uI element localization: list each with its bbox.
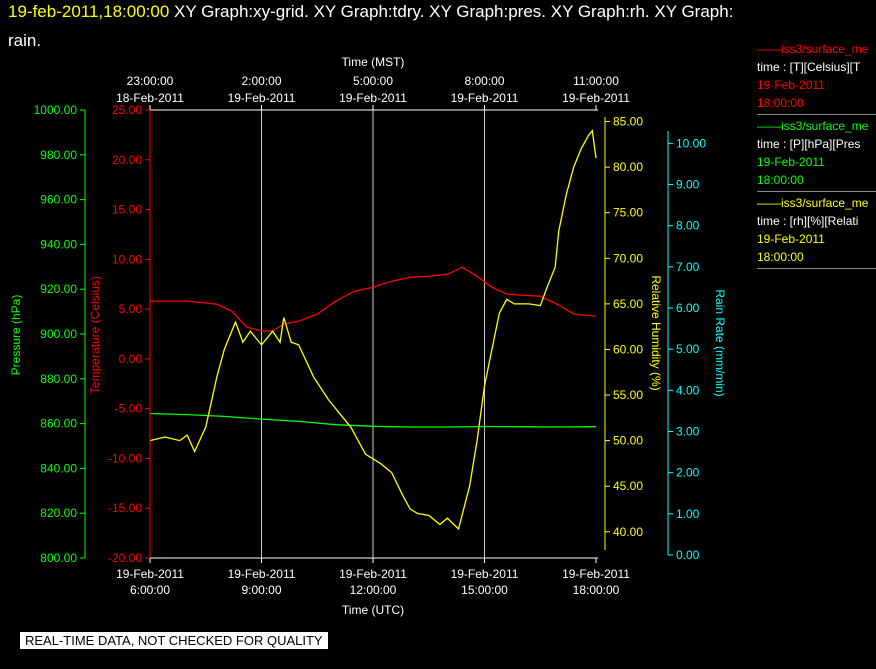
pressure-tick-label: 900.00: [40, 327, 77, 341]
x-top-tick-date: 19-Feb-2011: [339, 91, 407, 105]
legend-date: 19-Feb-2011: [757, 232, 825, 246]
x-bottom-tick-date: 19-Feb-2011: [116, 567, 184, 581]
pressure-tick-label: 920.00: [40, 282, 77, 296]
rh-tick-label: 70.00: [613, 251, 643, 265]
temperature-tick-label: -10.00: [108, 451, 142, 465]
rain-tick-label: 2.00: [676, 466, 700, 480]
x-bottom-tick-time: 18:00:00: [573, 583, 620, 597]
temperature-tick-label: 20.00: [112, 153, 142, 167]
pressure-tick-label: 840.00: [40, 461, 77, 475]
rain-tick-label: 6.00: [676, 301, 700, 315]
legend: ——iss3/surface_me time : [T][Celsius][T 19…: [757, 40, 876, 271]
x-bottom-tick-date: 19-Feb-2011: [339, 567, 407, 581]
rh-tick-label: 40.00: [613, 525, 643, 539]
axes: 19-Feb-2011 6:00:00 19-Feb-2011 9:00:00 19-F…: [9, 55, 727, 617]
pressure-tick-label: 960.00: [40, 193, 77, 207]
pressure-tick-label: 800.00: [40, 551, 77, 565]
temperature-tick-label: 10.00: [112, 252, 142, 266]
legend-desc: time : [rh][%][Relati: [757, 214, 859, 228]
legend-line: ——iss3/surface_me: [757, 196, 869, 210]
x-top-tick-time: 8:00:00: [464, 74, 504, 88]
temperature-tick-label: 0.00: [119, 352, 143, 366]
rh-tick-label: 55.00: [613, 388, 643, 402]
series-line-rh: [149, 129, 597, 531]
x-bottom-tick-time: 9:00:00: [241, 583, 281, 597]
temperature-tick-label: 15.00: [112, 203, 142, 217]
rain-tick-label: 0.00: [676, 548, 700, 562]
rh-tick-label: 65.00: [613, 297, 643, 311]
rh-tick-label: 45.00: [613, 479, 643, 493]
rh-tick-label: 85.00: [613, 115, 643, 129]
rh-tick-label: 60.00: [613, 342, 643, 356]
x-top-axis-label: Time (MST): [342, 55, 405, 69]
x-top-tick-time: 5:00:00: [353, 74, 393, 88]
x-top-tick-time: 2:00:00: [241, 74, 281, 88]
x-bottom-tick-time: 15:00:00: [461, 583, 508, 597]
series-line-temperature: [150, 266, 597, 332]
legend-desc: time : [T][Celsius][T: [757, 60, 861, 74]
legend-line: ——iss3/surface_me: [757, 42, 869, 56]
x-top-tick-date: 19-Feb-2011: [562, 91, 630, 105]
legend-time: 18:00:00: [757, 96, 804, 110]
legend-desc: time : [P][hPa][Pres: [757, 137, 861, 151]
x-bottom-tick-date: 19-Feb-2011: [228, 567, 296, 581]
legend-date: 19-Feb-2011: [757, 78, 825, 92]
x-top-tick-time: 23:00:00: [127, 74, 174, 88]
rain-axis-label: Rain Rate (mm/min): [713, 289, 727, 396]
rain-tick-label: 8.00: [676, 219, 700, 233]
rain-tick-label: 1.00: [676, 507, 700, 521]
pressure-tick-label: 940.00: [40, 237, 77, 251]
x-bottom-tick-date: 19-Feb-2011: [451, 567, 519, 581]
temperature-tick-label: 25.00: [112, 103, 142, 117]
temperature-axis-label: Temperature (Celsius): [88, 276, 102, 394]
rain-tick-label: 9.00: [676, 178, 700, 192]
title-timestamp: 19-feb-2011,18:00:00: [8, 2, 170, 21]
quality-warning: REAL-TIME DATA, NOT CHECKED FOR QUALITY: [20, 632, 328, 649]
graph-title-line-2: rain.: [8, 31, 42, 50]
rh-tick-label: 75.00: [613, 206, 643, 220]
pressure-tick-label: 820.00: [40, 506, 77, 520]
legend-date: 19-Feb-2011: [757, 155, 825, 169]
temperature-tick-label: -15.00: [108, 501, 142, 515]
pressure-tick-label: 1000.00: [34, 103, 78, 117]
rain-tick-label: 3.00: [676, 425, 700, 439]
rain-tick-label: 10.00: [676, 136, 706, 150]
x-bottom-tick-time: 12:00:00: [350, 583, 397, 597]
rh-tick-label: 80.00: [613, 160, 643, 174]
x-bottom-tick-date: 19-Feb-2011: [562, 567, 630, 581]
grid-lines: [261, 110, 485, 558]
temperature-tick-label: -20.00: [108, 551, 142, 565]
pressure-tick-label: 860.00: [40, 417, 77, 431]
pressure-axis-label: Pressure (hPa): [9, 295, 23, 376]
title-graph-list: XY Graph:xy-grid. XY Graph:tdry. XY Grap…: [169, 2, 734, 21]
temperature-tick-label: -5.00: [115, 402, 143, 416]
pressure-tick-label: 880.00: [40, 372, 77, 386]
graph-title-line-1: 19-feb-2011,18:00:00 XY Graph:xy-grid. X…: [8, 2, 733, 22]
legend-time: 18:00:00: [757, 250, 804, 264]
x-bottom-tick-time: 6:00:00: [130, 583, 170, 597]
legend-time: 18:00:00: [757, 173, 804, 187]
rh-tick-label: 50.00: [613, 434, 643, 448]
pressure-tick-label: 980.00: [40, 148, 77, 162]
x-top-tick-date: 18-Feb-2011: [116, 91, 184, 105]
rain-tick-label: 4.00: [676, 383, 700, 397]
x-top-tick-date: 19-Feb-2011: [451, 91, 519, 105]
x-top-tick-time: 11:00:00: [573, 74, 619, 88]
rain-tick-label: 5.00: [676, 342, 700, 356]
x-top-tick-date: 19-Feb-2011: [228, 91, 296, 105]
x-bottom-axis-label: Time (UTC): [342, 603, 404, 617]
rain-tick-label: 7.00: [676, 260, 700, 274]
rh-axis-label: Relative Humidity (%): [649, 275, 663, 390]
temperature-tick-label: 5.00: [119, 302, 143, 316]
series-line-pressure: [149, 412, 597, 428]
legend-line: ——iss3/surface_me: [757, 119, 869, 133]
series-lines: [149, 129, 597, 531]
